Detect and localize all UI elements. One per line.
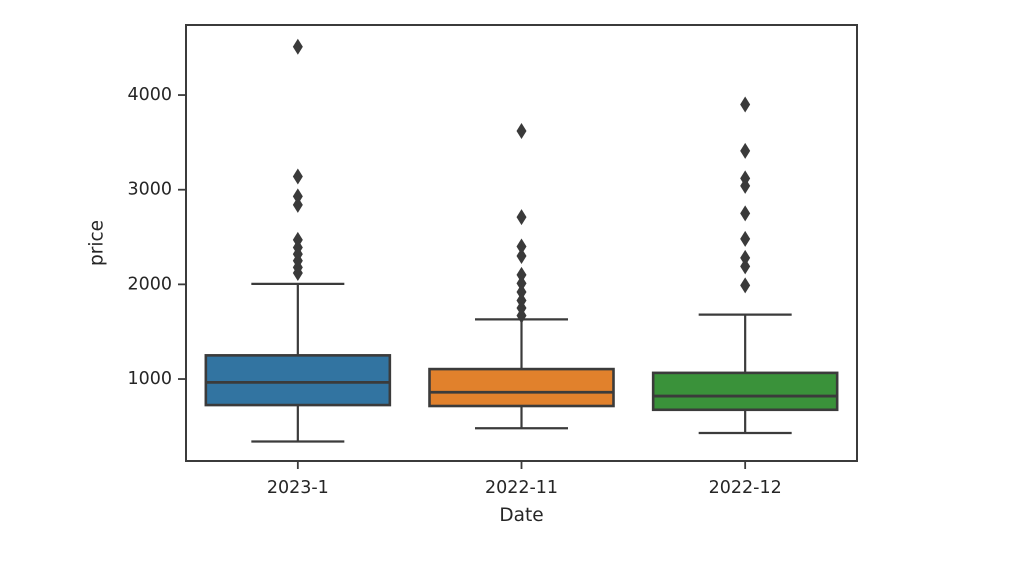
outlier-diamond-icon <box>516 209 527 226</box>
outlier-diamond-icon <box>740 170 751 187</box>
x-tick-label: 2022-11 <box>485 478 558 498</box>
outlier-diamond-icon <box>516 247 527 264</box>
outlier-diamond-icon <box>292 38 303 55</box>
y-tick-label: 3000 <box>127 180 172 200</box>
outlier-diamond-icon <box>292 168 303 185</box>
outlier-diamond-icon <box>740 142 751 159</box>
outlier-diamond-icon <box>740 249 751 266</box>
outlier-diamond-icon <box>516 283 527 300</box>
outlier-diamond-icon <box>740 230 751 247</box>
x-tick-label: 2022-12 <box>709 478 782 498</box>
outlier-diamond-icon <box>516 292 527 309</box>
outlier-diamond-icon <box>516 275 527 292</box>
outlier-diamond-icon <box>740 96 751 113</box>
x-axis-title: Date <box>499 505 543 526</box>
outlier-diamond-icon <box>516 238 527 255</box>
outlier-diamond-icon <box>740 277 751 294</box>
box-2023-1 <box>204 354 392 407</box>
box-2022-12 <box>651 371 839 412</box>
y-tick-label: 1000 <box>127 369 172 389</box>
y-tick-label: 2000 <box>127 274 172 294</box>
outlier-diamond-icon <box>516 123 527 140</box>
outlier-diamond-icon <box>516 266 527 283</box>
outlier-diamond-icon <box>740 205 751 222</box>
outlier-diamond-icon <box>292 231 303 248</box>
x-tick-label: 2023-1 <box>267 478 329 498</box>
outlier-diamond-icon <box>740 258 751 275</box>
y-axis-title: price <box>87 220 108 266</box>
y-tick-label: 4000 <box>127 85 172 105</box>
outlier-diamond-icon <box>292 188 303 205</box>
box-2022-11 <box>428 367 615 408</box>
outlier-diamond-icon <box>292 196 303 213</box>
